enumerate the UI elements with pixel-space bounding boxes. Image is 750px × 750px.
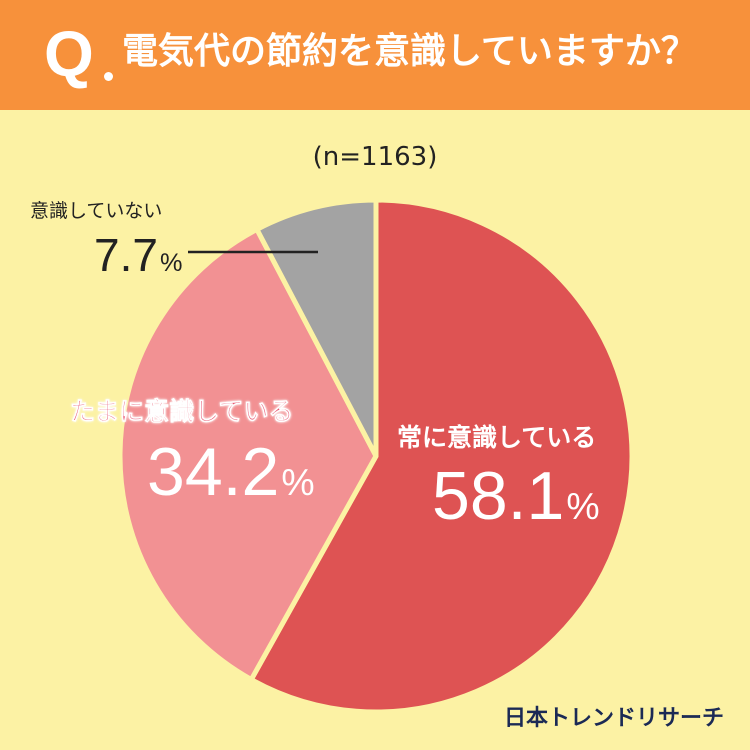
- value-sometimes: 34.2%: [147, 438, 315, 506]
- q-mark: Q: [44, 18, 94, 90]
- pie-slices: [117, 197, 635, 715]
- label-always: 常に意識している: [397, 423, 597, 452]
- value-never-number: 7.7: [94, 229, 158, 281]
- pie-slice-always: [248, 197, 635, 715]
- sample-size: (n=1163): [312, 142, 438, 172]
- pie-slice-never: [254, 197, 379, 459]
- value-never-unit: %: [159, 249, 183, 277]
- value-always-unit: %: [566, 485, 600, 527]
- label-never: 意識していない: [30, 200, 163, 222]
- value-never: 7.7%: [94, 232, 182, 278]
- q-dot-icon: [104, 72, 113, 81]
- label-sometimes: たまに意識している: [70, 397, 294, 426]
- value-always-number: 58.1: [432, 458, 565, 534]
- pie-slice-sometimes: [117, 226, 379, 683]
- brand-logo: 日本トレンドリサーチ: [503, 706, 724, 731]
- question-header: Q 電気代の節約を意識していますか？: [0, 0, 750, 110]
- value-sometimes-unit: %: [281, 461, 315, 503]
- value-always: 58.1%: [432, 462, 600, 530]
- question-text: 電気代の節約を意識していますか？: [122, 31, 697, 72]
- value-sometimes-number: 34.2: [147, 434, 280, 510]
